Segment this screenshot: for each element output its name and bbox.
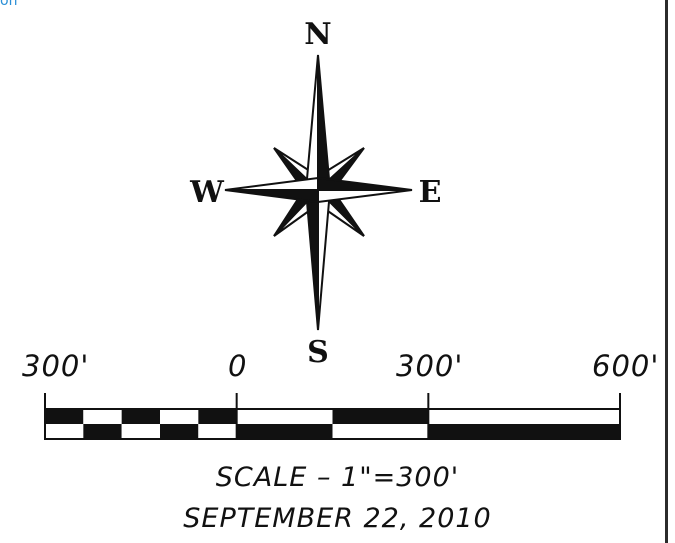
west-label: W	[189, 175, 225, 210]
frame-border-right	[665, 0, 668, 543]
scale-bar	[44, 393, 621, 440]
scale-cell-top	[83, 409, 122, 424]
scale-label-mid: 300'	[396, 349, 464, 383]
cropped-text-fragment: on	[0, 0, 18, 9]
scale-segment-top	[428, 409, 620, 424]
scale-segment-top	[332, 409, 429, 424]
scale-label-right: 600'	[592, 349, 660, 383]
scale-segment-bottom	[236, 424, 333, 439]
scale-caption: SCALE – 1"=300'	[215, 462, 460, 493]
date-caption: SEPTEMBER 22, 2010	[183, 503, 492, 534]
scale-segment-bottom	[332, 424, 429, 439]
scale-cell-bottom	[121, 424, 160, 439]
scale-segment-top	[236, 409, 333, 424]
scale-cell-top	[198, 409, 237, 424]
north-label: N	[304, 17, 331, 52]
scale-cell-top	[121, 409, 160, 424]
scale-label-left: 300'	[22, 349, 90, 383]
scale-cell-top	[45, 409, 84, 424]
scale-cell-bottom	[45, 424, 84, 439]
scale-label-zero: 0	[228, 349, 248, 383]
scale-cell-bottom	[198, 424, 237, 439]
east-label: E	[419, 175, 442, 210]
compass-star-icon	[224, 54, 413, 331]
scale-cell-top	[160, 409, 199, 424]
scale-cell-bottom	[160, 424, 199, 439]
scale-cell-bottom	[83, 424, 122, 439]
south-label: S	[307, 335, 329, 370]
scale-segment-bottom	[428, 424, 620, 439]
